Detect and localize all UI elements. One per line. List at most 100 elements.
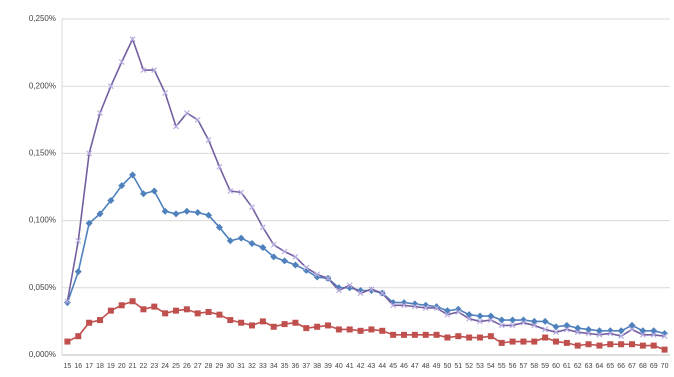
marker xyxy=(139,190,147,198)
marker xyxy=(183,207,191,215)
marker xyxy=(422,331,429,338)
marker xyxy=(487,317,494,323)
x-tick-label: 68 xyxy=(639,363,647,370)
marker xyxy=(541,317,549,325)
x-tick-label: 54 xyxy=(487,363,495,370)
marker xyxy=(281,248,288,255)
marker xyxy=(563,321,571,329)
marker xyxy=(629,326,635,333)
marker xyxy=(585,330,592,337)
x-tick-label: 16 xyxy=(74,363,82,370)
marker xyxy=(86,319,93,326)
marker xyxy=(650,331,657,338)
marker xyxy=(367,286,375,294)
marker xyxy=(249,204,255,211)
marker xyxy=(216,311,223,318)
marker xyxy=(85,219,93,227)
series-line xyxy=(66,37,665,338)
marker xyxy=(466,334,473,341)
marker xyxy=(86,150,93,157)
x-tick-label: 24 xyxy=(161,363,169,370)
marker xyxy=(574,342,581,349)
marker xyxy=(607,330,614,337)
marker xyxy=(151,303,158,310)
marker xyxy=(249,322,255,329)
marker xyxy=(194,310,201,317)
marker xyxy=(617,327,625,335)
marker xyxy=(292,253,299,260)
marker xyxy=(531,322,538,329)
marker xyxy=(303,325,310,332)
marker xyxy=(237,234,245,242)
marker xyxy=(216,163,223,170)
marker xyxy=(173,307,179,314)
marker xyxy=(542,326,549,333)
marker xyxy=(227,317,234,324)
x-tick-label: 45 xyxy=(389,363,397,370)
marker xyxy=(205,137,212,143)
marker xyxy=(476,312,484,320)
marker xyxy=(466,315,473,322)
marker xyxy=(531,338,538,345)
marker xyxy=(433,331,440,338)
x-tick-label: 31 xyxy=(237,363,245,370)
x-tick-label: 37 xyxy=(302,363,310,370)
y-tick-label: 0,000% xyxy=(29,350,56,359)
marker xyxy=(325,275,331,282)
marker xyxy=(455,333,462,340)
marker xyxy=(650,342,657,349)
y-tick-label: 0,150% xyxy=(29,149,56,158)
marker xyxy=(520,338,527,345)
marker xyxy=(238,319,245,326)
marker xyxy=(107,83,114,90)
x-tick-label: 23 xyxy=(150,363,158,370)
marker xyxy=(173,123,179,130)
marker xyxy=(140,67,147,73)
marker xyxy=(585,325,593,333)
x-tick-label: 44 xyxy=(378,363,386,370)
x-tick-label: 57 xyxy=(520,363,528,370)
marker xyxy=(596,342,603,349)
x-tick-label: 30 xyxy=(226,363,234,370)
x-tick-label: 63 xyxy=(585,363,593,370)
x-tick-label: 20 xyxy=(118,363,126,370)
marker xyxy=(64,298,71,305)
marker xyxy=(259,318,266,325)
x-tick-label: 48 xyxy=(422,363,430,370)
marker xyxy=(509,338,516,345)
marker xyxy=(411,303,418,310)
marker xyxy=(401,331,407,338)
x-tick-label: 27 xyxy=(194,363,202,370)
marker xyxy=(129,171,137,179)
marker xyxy=(574,329,581,336)
marker xyxy=(107,307,114,314)
marker xyxy=(140,306,147,313)
marker xyxy=(661,346,668,353)
x-tick-label: 34 xyxy=(270,363,278,370)
x-tick-label: 40 xyxy=(335,363,343,370)
x-tick-label: 58 xyxy=(530,363,538,370)
marker xyxy=(520,319,527,326)
marker xyxy=(607,341,614,348)
marker xyxy=(259,224,266,231)
x-tick-label: 61 xyxy=(563,363,571,370)
marker xyxy=(325,322,331,329)
marker xyxy=(661,333,668,340)
marker xyxy=(563,339,570,346)
marker xyxy=(151,67,158,73)
marker xyxy=(498,316,506,324)
marker xyxy=(194,116,201,123)
x-tick-label: 62 xyxy=(574,363,582,370)
marker xyxy=(205,211,213,219)
marker xyxy=(215,223,223,231)
x-tick-label: 38 xyxy=(313,363,321,370)
x-tick-label: 64 xyxy=(596,363,604,370)
marker xyxy=(183,306,190,313)
marker xyxy=(379,327,386,334)
marker xyxy=(487,333,494,340)
x-tick-label: 41 xyxy=(346,363,354,370)
y-tick-label: 0,050% xyxy=(29,283,56,292)
marker xyxy=(303,264,310,271)
marker xyxy=(639,342,646,349)
marker xyxy=(205,308,212,315)
